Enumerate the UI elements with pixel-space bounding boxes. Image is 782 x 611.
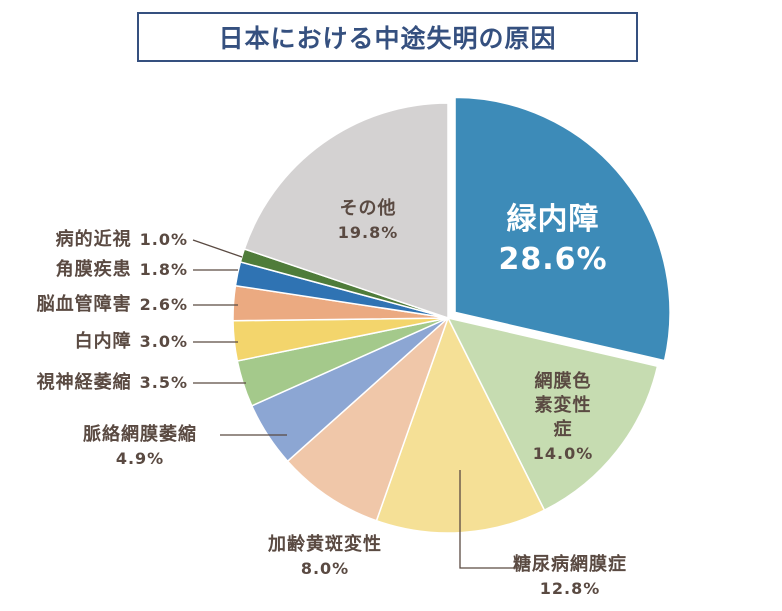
value-label: 12.8% — [539, 579, 601, 598]
category-label: 病的近視 — [55, 229, 132, 250]
slice-label: 加齢黄斑変性 8.0% — [268, 533, 382, 581]
value-label: 1.8% — [139, 260, 188, 279]
slice-label: 視神経萎縮 3.5% — [37, 371, 188, 395]
pie-slice — [454, 96, 671, 362]
category-label: 緑内障 — [506, 202, 600, 237]
category-label: 白内障 — [74, 331, 132, 352]
value-label: 28.6% — [498, 242, 608, 277]
slice-label: 緑内障 28.6% — [498, 200, 607, 280]
value-label: 4.9% — [115, 449, 165, 468]
leader-line — [459, 470, 520, 569]
category-label: その他 — [339, 198, 397, 219]
category-label: 糖尿病網膜症 — [513, 554, 627, 575]
value-label: 8.0% — [300, 559, 350, 578]
slice-label: 糖尿病網膜症 12.8% — [513, 553, 627, 601]
category-label: 網膜色素変性症 — [534, 371, 592, 440]
slice-label: 病的近視 1.0% — [56, 228, 188, 252]
value-label: 3.0% — [139, 332, 188, 351]
pie-slice — [446, 316, 659, 512]
category-label: 加齢黄斑変性 — [268, 534, 382, 555]
slice-label: 白内障 3.0% — [75, 330, 188, 354]
slice-label: 脳血管障害 2.6% — [37, 293, 188, 317]
slice-label: 脈絡網膜萎縮 4.9% — [83, 423, 197, 471]
category-label: 角膜疾患 — [55, 259, 132, 280]
category-label: 脳血管障害 — [36, 294, 132, 315]
category-label: 脈絡網膜萎縮 — [83, 424, 197, 445]
leader-line — [192, 239, 243, 258]
pie-slice — [286, 317, 449, 522]
pie-slice — [243, 102, 449, 320]
category-label: 視神経萎縮 — [36, 372, 132, 393]
value-label: 2.6% — [139, 295, 188, 314]
slice-label: その他 19.8% — [338, 197, 399, 245]
pie-slice — [375, 316, 546, 534]
value-label: 14.0% — [532, 444, 594, 463]
value-label: 3.5% — [139, 373, 188, 392]
slice-label: 角膜疾患 1.8% — [56, 258, 188, 282]
slice-label: 網膜色素変性症 14.0% — [525, 370, 601, 466]
value-label: 1.0% — [139, 230, 188, 249]
value-label: 19.8% — [337, 223, 399, 242]
chart-title: 日本における中途失明の原因 — [137, 12, 638, 62]
